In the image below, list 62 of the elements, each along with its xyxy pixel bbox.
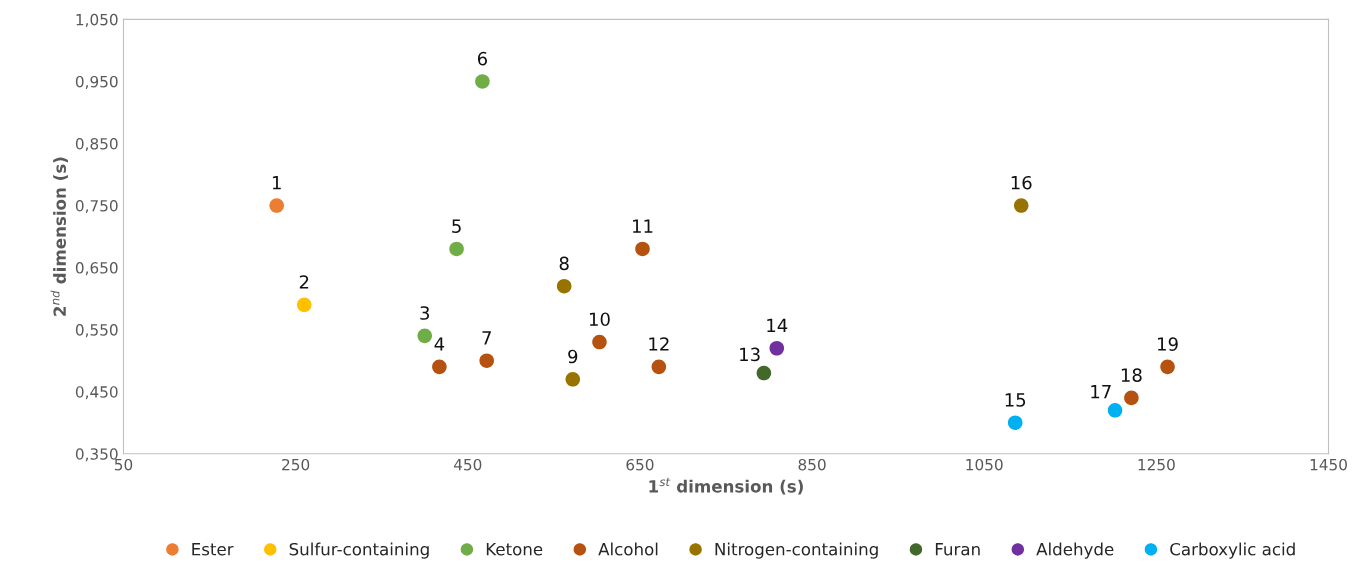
point [651, 359, 667, 375]
point [769, 340, 785, 356]
point [565, 372, 581, 387]
legend-label: Aldehyde [1036, 542, 1114, 559]
legend-label: Sulfur-containing [289, 542, 429, 559]
y-tick-label: 0,550 [75, 324, 118, 338]
point [432, 359, 447, 375]
y-axis-title: 2$^{nd}$ dimension (s) [50, 157, 68, 316]
annotation: 11 [633, 219, 653, 233]
point [1007, 415, 1023, 431]
annotation: 13 [740, 347, 760, 362]
y-tick-label: 1,050 [76, 13, 118, 27]
x-tick-label: 1450 [1310, 458, 1347, 471]
point [1124, 390, 1139, 406]
annotation: 15 [1005, 393, 1026, 407]
annotation: 8 [559, 256, 569, 271]
y-tick-label: 0,650 [75, 262, 118, 276]
annotation: 16 [1011, 175, 1032, 190]
y-tick-label: 0,450 [75, 386, 118, 400]
annotation: 17 [1091, 385, 1111, 399]
x-axis-title: 1$^{st}$ dimension (s) [649, 477, 803, 495]
legend-label: Nitrogen-containing [715, 542, 878, 559]
point [269, 198, 284, 213]
point [1160, 359, 1175, 375]
x-tick-label: 250 [282, 458, 310, 471]
x-tick-label: 850 [798, 458, 826, 471]
annotation: 2 [299, 275, 309, 289]
point [1107, 403, 1123, 418]
x-tick-label: 450 [453, 458, 482, 471]
y-tick-label: 0,950 [75, 75, 118, 90]
y-tick-label: 0,750 [75, 200, 118, 214]
point [479, 353, 494, 368]
point [556, 278, 572, 294]
y-tick-label: 0,850 [75, 137, 118, 152]
annotation: 19 [1158, 337, 1178, 351]
annotation: 5 [452, 219, 461, 233]
annotation: 1 [272, 176, 281, 190]
annotation: 10 [589, 312, 610, 327]
annotation: 9 [568, 349, 578, 364]
point [635, 241, 650, 257]
legend-label: Carboxylic acid [1170, 542, 1295, 559]
point [296, 297, 312, 313]
point [592, 334, 607, 350]
x-tick-label: 1050 [966, 458, 1003, 471]
legend-label: Furan [935, 543, 980, 556]
annotation: 7 [482, 331, 491, 345]
point [417, 328, 433, 344]
legend-label: Ester [192, 543, 234, 556]
point [475, 74, 490, 89]
annotation: 12 [649, 337, 669, 351]
annotation: 18 [1121, 368, 1142, 382]
point [449, 241, 464, 257]
x-tick-label: 650 [626, 458, 654, 471]
annotation: 4 [434, 337, 445, 351]
legend-label: Ketone [486, 543, 543, 556]
legend-label: Alcohol [598, 542, 658, 556]
annotation: 6 [477, 51, 488, 66]
annotation: 3 [420, 306, 430, 320]
x-tick-label: 1250 [1138, 458, 1175, 471]
point [1013, 198, 1029, 213]
point [756, 365, 772, 381]
annotation: 14 [767, 318, 788, 332]
